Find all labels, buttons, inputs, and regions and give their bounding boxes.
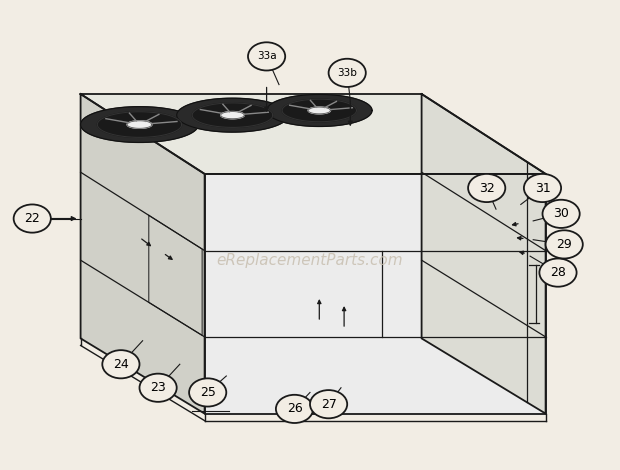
Polygon shape — [81, 107, 198, 142]
Text: 33a: 33a — [257, 51, 277, 62]
Circle shape — [539, 258, 577, 287]
Text: 26: 26 — [286, 402, 303, 415]
Polygon shape — [81, 94, 546, 174]
Circle shape — [329, 59, 366, 87]
Text: 32: 32 — [479, 181, 495, 195]
Circle shape — [524, 174, 561, 202]
Circle shape — [14, 204, 51, 233]
Circle shape — [248, 42, 285, 70]
Text: eReplacementParts.com: eReplacementParts.com — [216, 253, 404, 268]
Circle shape — [140, 374, 177, 402]
Polygon shape — [97, 112, 182, 137]
Circle shape — [546, 230, 583, 258]
Polygon shape — [308, 107, 330, 114]
Polygon shape — [221, 111, 244, 119]
Text: 33b: 33b — [337, 68, 357, 78]
Polygon shape — [205, 174, 546, 414]
Text: 29: 29 — [556, 238, 572, 251]
Circle shape — [276, 395, 313, 423]
Text: 25: 25 — [200, 386, 216, 399]
Polygon shape — [177, 98, 288, 132]
Text: 24: 24 — [113, 358, 129, 371]
Polygon shape — [81, 94, 205, 414]
Polygon shape — [422, 94, 546, 414]
Polygon shape — [127, 121, 152, 128]
Polygon shape — [267, 94, 372, 126]
Text: 31: 31 — [534, 181, 551, 195]
Polygon shape — [282, 99, 356, 122]
Circle shape — [542, 200, 580, 228]
Circle shape — [102, 350, 140, 378]
Polygon shape — [192, 103, 273, 127]
Circle shape — [468, 174, 505, 202]
Circle shape — [189, 378, 226, 407]
Text: 30: 30 — [553, 207, 569, 220]
Text: 27: 27 — [321, 398, 337, 411]
Text: 28: 28 — [550, 266, 566, 279]
Text: 22: 22 — [24, 212, 40, 225]
Text: 23: 23 — [150, 381, 166, 394]
Circle shape — [310, 390, 347, 418]
